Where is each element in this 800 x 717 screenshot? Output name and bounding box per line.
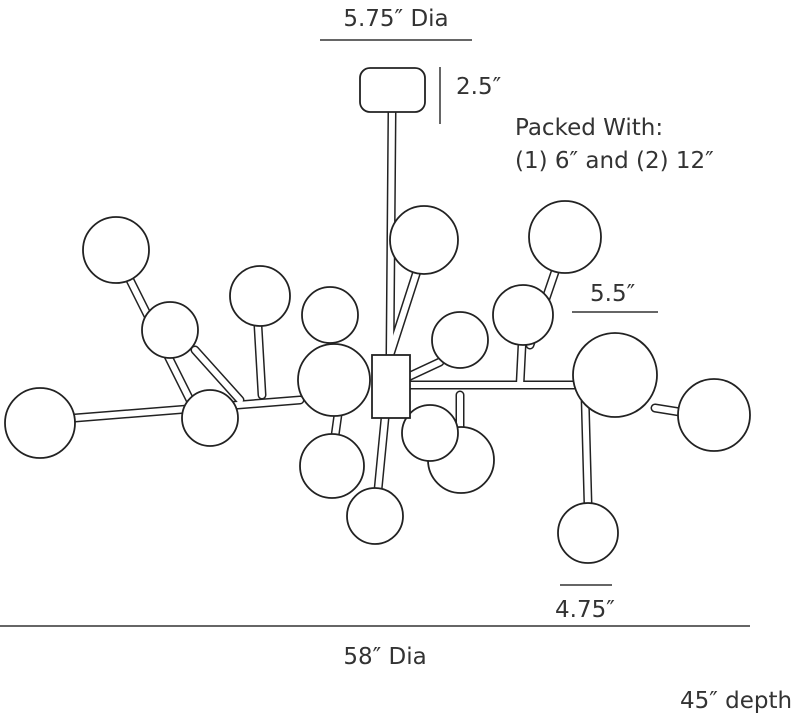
chandelier-drawing [4,67,751,564]
canopy-diameter: 5.75″ Dia [343,6,448,32]
dimension-lines [0,39,750,627]
packed-items: (1) 6″ and (2) 12″ [515,148,714,174]
globe-large: 5.5″ [590,281,636,307]
overall-diameter: 58″ Dia [343,644,426,670]
packed-title: Packed With: [515,115,663,141]
globe-small: 4.75″ [555,597,615,623]
depth: 45″ depth [680,688,792,714]
canopy-height: 2.5″ [456,74,502,100]
